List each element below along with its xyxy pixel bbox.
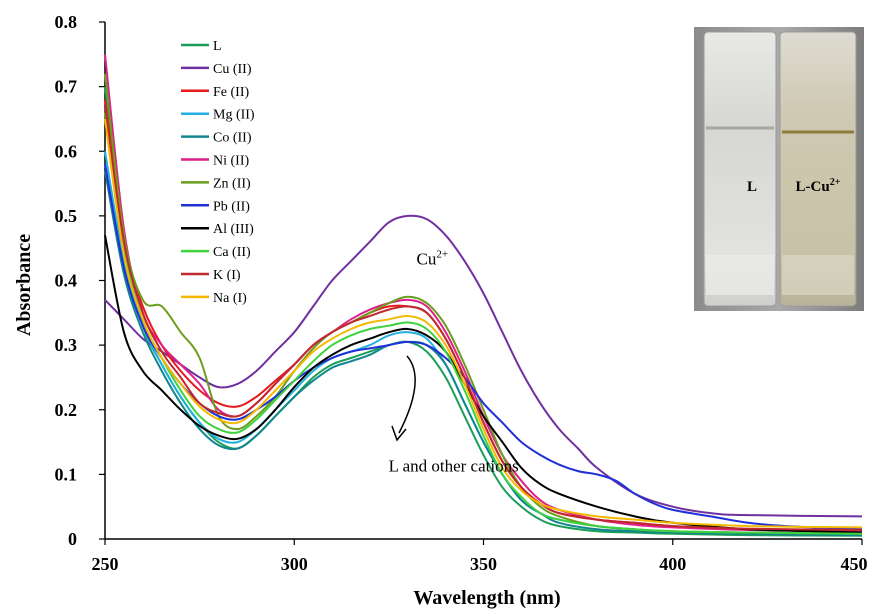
y-axis-title: Absorbance (13, 234, 35, 336)
legend-label-mg-ii: Mg (II) (213, 108, 255, 123)
inset-cuvette-l (703, 31, 777, 307)
annotation-arrowhead (391, 425, 407, 442)
legend-label-fe-ii: Fe (II) (213, 85, 249, 100)
series-line-zn-ii (104, 73, 863, 535)
legend-label-al-iii: Al (III) (213, 222, 254, 237)
x-tick-label: 400 (659, 554, 686, 574)
y-tick-label: 0.2 (55, 400, 78, 420)
annotation-others: L and other cations (389, 355, 519, 476)
annotation-others-label: L and other cations (389, 457, 519, 476)
inset-label-l-cu-main: L-Cu (796, 179, 830, 195)
y-tick-label: 0.5 (55, 206, 78, 226)
inset-base-l (706, 255, 774, 295)
legend-label-cu-ii: Cu (II) (213, 62, 252, 77)
inset-label-l: L (747, 179, 757, 195)
y-tick-label: 0 (68, 529, 77, 549)
annotation-cu-superscript: 2+ (436, 248, 448, 260)
plot-area: 0 0.1 0.2 0.3 0.4 0.5 0.6 0.7 0.8 250 300 350 400 45… (55, 12, 868, 574)
legend-label-ca-ii: Ca (II) (213, 245, 251, 260)
y-tick-label: 0.3 (55, 335, 78, 355)
legend-label-co-ii: Co (II) (213, 131, 252, 146)
inset-base-l-cu (782, 255, 854, 295)
y-tick-label: 0.6 (55, 141, 78, 161)
y-ticks: 0 0.1 0.2 0.3 0.4 0.5 0.6 0.7 0.8 (55, 12, 105, 549)
x-tick-label: 450 (841, 554, 868, 574)
x-tick-label: 300 (281, 554, 308, 574)
series-line-k-i (104, 105, 863, 531)
inset-photo: L L-Cu2+ (694, 27, 864, 311)
x-tick-label: 250 (92, 554, 119, 574)
series-line-cu-ii (104, 214, 863, 518)
y-tick-label: 0.4 (55, 271, 78, 291)
x-axis-title: Wavelength (nm) (413, 587, 560, 609)
x-tick-label: 350 (470, 554, 497, 574)
y-tick-label: 0.7 (55, 77, 78, 97)
legend-label-k-i: K (I) (213, 268, 241, 283)
annotation-curved-arrow (398, 355, 416, 434)
legend-label-pb-ii: Pb (II) (213, 199, 250, 214)
y-tick-label: 0.8 (55, 12, 78, 32)
series-line-ni-ii (104, 54, 863, 533)
x-ticks: 250 300 350 400 450 (92, 539, 868, 574)
annotation-cu: Cu2+ (417, 248, 449, 268)
series-line-al-iii (104, 235, 863, 534)
annotation-cu-label: Cu (417, 249, 437, 268)
inset-cuvette-l-cu (779, 31, 857, 307)
legend-label-ni-ii: Ni (II) (213, 154, 249, 169)
inset-label-l-cu: L-Cu2+ (796, 177, 841, 195)
legend: L Cu (II) Fe (II) Mg (II) Co (II) Ni (II) Zn (… (181, 39, 255, 306)
inset-label-l-cu-superscript: 2+ (830, 177, 841, 188)
svg-text:Cu2+: Cu2+ (417, 248, 449, 268)
legend-label-na-i: Na (I) (213, 291, 247, 306)
legend-label-zn-ii: Zn (II) (213, 176, 251, 191)
y-tick-label: 0.1 (55, 464, 78, 484)
series-line-ca-ii (104, 112, 863, 535)
series-lines (104, 54, 863, 537)
legend-label-l: L (213, 39, 222, 54)
series-line-na-i (104, 118, 863, 529)
